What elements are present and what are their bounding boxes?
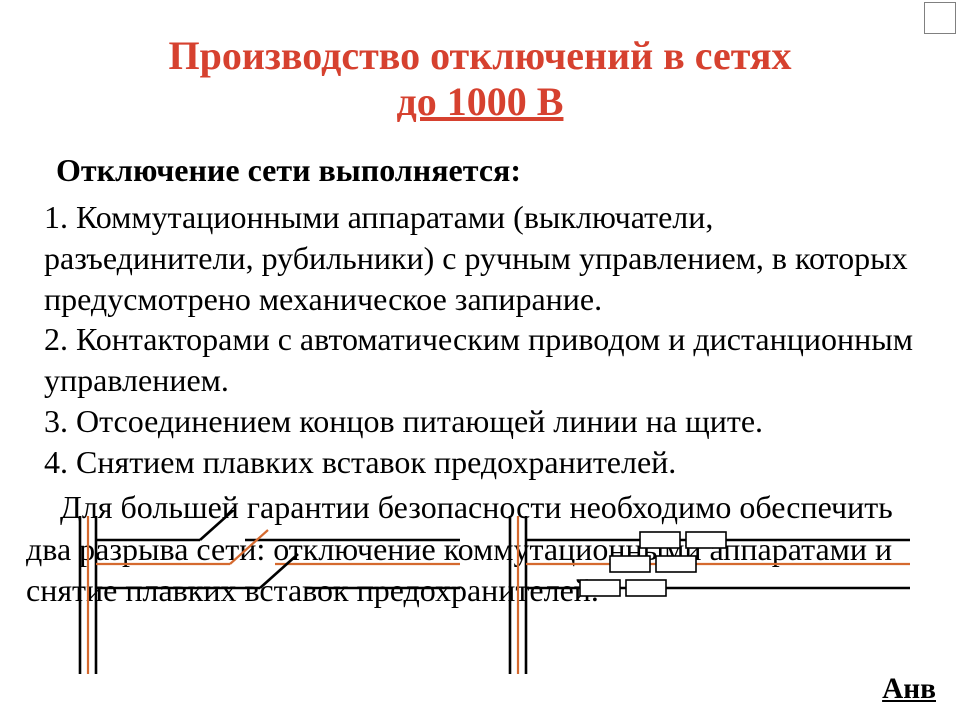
list-item: 4. Снятием плавких вставок предохранител… [44,442,924,483]
corner-label: Анв [882,673,936,706]
schematics-svg [0,510,960,680]
subtitle: Отключение сети выполняется: [56,152,960,189]
decorative-corner-box [924,2,956,34]
list-item: 3. Отсоединением концов питающей линии н… [44,401,924,442]
title-line-2: до 1000 В [0,79,960,125]
numbered-list: 1. Коммутационными аппаратами (выключате… [44,197,924,484]
diagram-area [0,510,960,680]
list-item: 2. Контакторами с автоматическим приводо… [44,319,924,401]
title-line-1: Производство отключений в сетях [0,33,960,79]
list-item: 1. Коммутационными аппаратами (выключате… [44,197,924,320]
page-title: Производство отключений в сетях до 1000 … [0,33,960,125]
